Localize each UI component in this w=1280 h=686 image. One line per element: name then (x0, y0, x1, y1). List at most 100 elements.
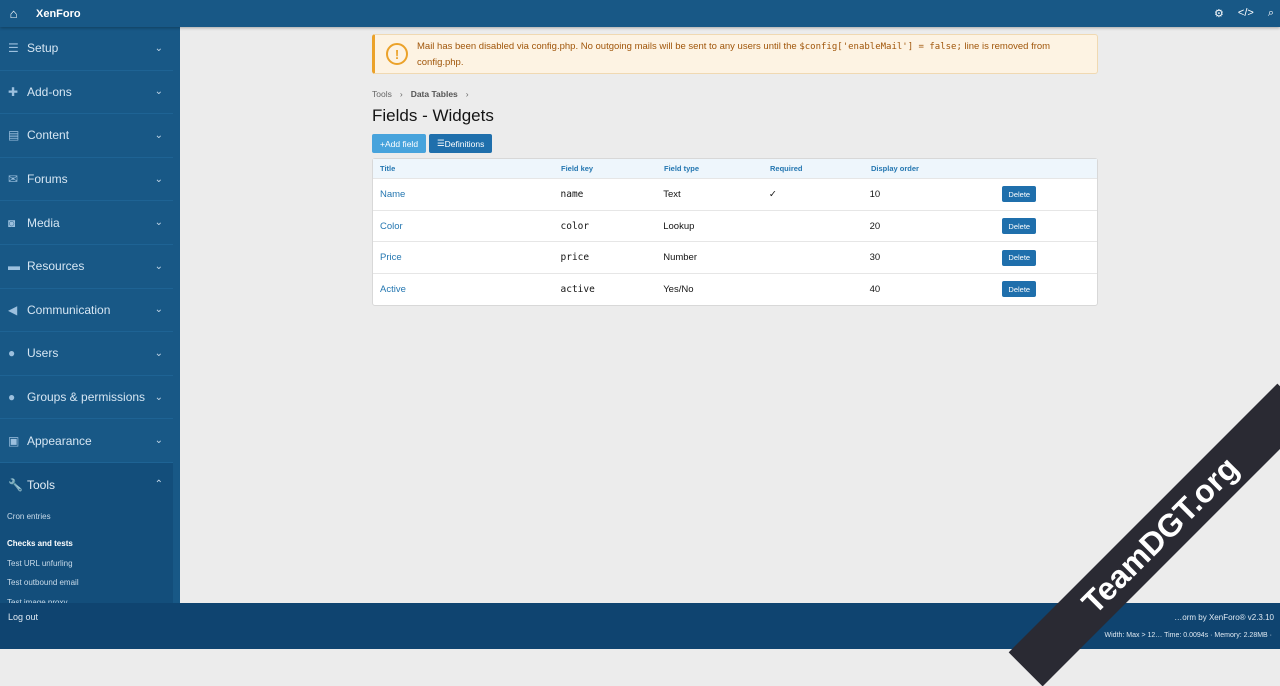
sidebar-item-label: Add-ons (27, 84, 72, 99)
image-icon: ▣ (8, 433, 20, 448)
table-row: Color color Lookup 20 Delete (373, 209, 1097, 242)
delete-button[interactable]: Delete (1002, 281, 1037, 298)
table-row: Active active Yes/No 40 Delete (373, 273, 1097, 305)
content-icon: ▤ (8, 128, 20, 143)
display-order: 10 (869, 188, 881, 200)
chevron-down-icon: ⌄ (154, 217, 163, 229)
field-title-link[interactable]: Active (380, 283, 406, 295)
delete-button[interactable]: Delete (1002, 249, 1037, 266)
sidebar-item-users[interactable]: ● Users ⌄ (0, 332, 173, 376)
sidebar-item-communication[interactable]: ◀ Communication ⌄ (0, 289, 173, 333)
sidebar-item-label: Setup (27, 41, 59, 56)
add-field-button[interactable]: +Add field (372, 134, 427, 153)
sidebar-section-head: Checks and tests (7, 539, 73, 549)
comments-icon: ✉ (8, 172, 19, 187)
sidebar-item-label: Users (27, 346, 59, 361)
sidebar: ☰ Setup ⌄ ✚ Add-ons ⌄ ▤ Content ⌄ ✉ Forums ⌄ ◙ Media ⌄… (0, 27, 180, 603)
field-type: Lookup (663, 220, 695, 232)
main-content: ! Mail has been disabled via config.php.… (372, 34, 1098, 306)
wrench-icon: 🔧 (8, 477, 23, 492)
breadcrumb-tools[interactable]: Tools (372, 89, 392, 99)
delete-button[interactable]: Delete (1002, 186, 1037, 203)
field-key: name (560, 188, 584, 200)
debug-stats: Width: Max > 12… Time: 0.0094s · Memory:… (1104, 632, 1272, 639)
definitions-button[interactable]: ☰ Definitions (429, 134, 493, 153)
sidebar-sub-image-proxy[interactable]: Test image proxy (7, 597, 68, 603)
puzzle-icon: ✚ (8, 84, 19, 99)
field-title-link[interactable]: Name (380, 188, 406, 200)
sidebar-item-add-ons[interactable]: ✚ Add-ons ⌄ (0, 71, 173, 115)
sidebar-item-resources[interactable]: ▬ Resources ⌄ (0, 245, 173, 289)
delete-button[interactable]: Delete (1002, 218, 1037, 235)
camera-icon: ◙ (8, 215, 16, 230)
sidebar-item-label: Groups & permissions (27, 390, 146, 405)
field-type: Yes/No (663, 283, 694, 295)
header-title[interactable]: Title (380, 164, 396, 173)
display-order: 30 (869, 252, 881, 264)
definitions-label: Definitions (444, 138, 485, 149)
sidebar-item-media[interactable]: ◙ Media ⌄ (0, 201, 173, 245)
page-title: Fields - Widgets (372, 106, 494, 125)
field-title-link[interactable]: Color (380, 220, 403, 232)
breadcrumb-separator: › (399, 89, 403, 99)
users-icon: ● (8, 390, 16, 405)
display-order: 40 (869, 283, 881, 295)
sidebar-sub-cron[interactable]: Cron entries (7, 511, 51, 521)
hdd-icon: ▬ (8, 259, 20, 274)
logout-link[interactable]: Log out (8, 612, 39, 622)
header-required[interactable]: Required (770, 164, 803, 173)
required-check: ✓ (768, 188, 777, 200)
sidebar-item-label: Appearance (27, 433, 92, 448)
chevron-down-icon: ⌄ (154, 42, 163, 54)
sidebar-item-tools[interactable]: 🔧 Tools ⌃ (0, 463, 173, 507)
breadcrumb-separator: › (465, 89, 469, 99)
table-row: Price price Number 30 Delete (373, 241, 1097, 273)
display-order: 20 (869, 220, 881, 232)
sidebar-sub-outbound-email[interactable]: Test outbound email (7, 578, 79, 588)
warning-icon: ! (386, 43, 408, 65)
home-icon[interactable]: ⌂ (9, 6, 18, 21)
header-display-order[interactable]: Display order (871, 164, 919, 173)
chevron-down-icon: ⌄ (154, 347, 163, 359)
sidebar-item-appearance[interactable]: ▣ Appearance ⌄ (0, 419, 173, 463)
mail-disabled-notice: ! Mail has been disabled via config.php.… (372, 34, 1098, 74)
tools-section: 🔧 Tools ⌃ Cron entries Checks and tests Te… (0, 462, 173, 603)
brand-link[interactable]: XenForo (36, 7, 81, 20)
sidebar-item-groups-permissions[interactable]: ● Groups & permissions ⌄ (0, 376, 173, 420)
field-key: active (560, 283, 595, 295)
sidebar-item-label: Media (27, 215, 60, 230)
table-row: Name name Text ✓ 10 Delete (373, 178, 1097, 210)
fields-table: Title Field key Field type Required Disp… (372, 158, 1098, 306)
sidebar-sub-url-unfurling[interactable]: Test URL unfurling (7, 558, 73, 568)
sidebar-item-setup[interactable]: ☰ Setup ⌄ (0, 27, 173, 71)
breadcrumb-data-tables[interactable]: Data Tables (410, 89, 458, 99)
sidebar-item-label: Content (27, 128, 70, 143)
field-type: Text (663, 188, 681, 200)
header-field-type[interactable]: Field type (664, 164, 700, 173)
list-icon: ☰ (437, 138, 445, 148)
code-icon[interactable]: </> (1237, 7, 1254, 19)
field-title-link[interactable]: Price (380, 252, 402, 264)
field-key: color (560, 220, 590, 232)
sidebar-item-content[interactable]: ▤ Content ⌄ (0, 114, 173, 158)
sliders-icon: ☰ (8, 41, 19, 56)
search-icon[interactable]: ⌕ (1267, 7, 1274, 19)
chevron-down-icon: ⌄ (154, 435, 163, 447)
chevron-down-icon: ⌄ (154, 304, 163, 316)
chevron-down-icon: ⌄ (154, 129, 163, 141)
cog-icon[interactable]: ⚙ (1214, 8, 1224, 20)
sidebar-item-label: Communication (27, 302, 111, 317)
header-field-key[interactable]: Field key (561, 164, 594, 173)
powered-by: …orm by XenForo® v2.3.10 (1174, 613, 1274, 622)
bullhorn-icon: ◀ (8, 302, 18, 317)
top-bar: ⌂ XenForo ⚙ </> ⌕ (0, 0, 1280, 27)
field-key: price (560, 252, 590, 264)
chevron-up-icon: ⌃ (154, 479, 163, 491)
chevron-down-icon: ⌄ (154, 86, 163, 98)
chevron-down-icon: ⌄ (154, 391, 163, 403)
breadcrumb: Tools › Data Tables › (372, 89, 1098, 99)
sidebar-item-label: Forums (27, 172, 68, 187)
table-header: Title Field key Field type Required Disp… (373, 159, 1097, 178)
sidebar-item-forums[interactable]: ✉ Forums ⌄ (0, 158, 173, 202)
notice-text-end: line is removed from config.php. (417, 40, 1051, 68)
